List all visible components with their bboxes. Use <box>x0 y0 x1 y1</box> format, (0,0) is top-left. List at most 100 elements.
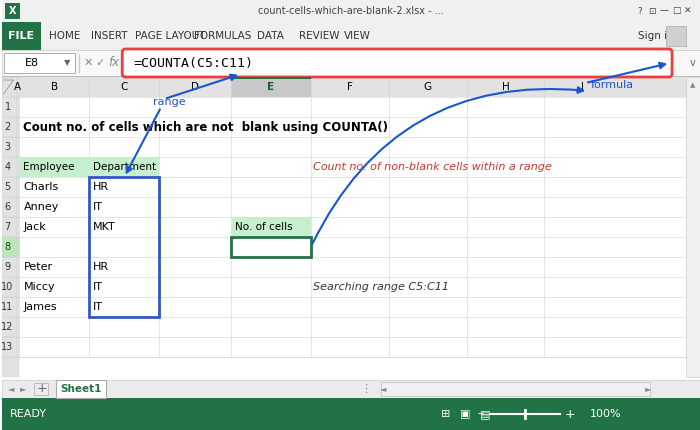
Bar <box>1 297 20 317</box>
Text: Sheet1: Sheet1 <box>61 384 102 394</box>
Bar <box>1 22 700 50</box>
Bar <box>1 77 15 97</box>
Text: E8: E8 <box>25 58 38 68</box>
Bar <box>1 237 20 257</box>
Text: HOME: HOME <box>50 31 80 41</box>
Text: –: – <box>477 408 484 421</box>
Text: ◄: ◄ <box>380 384 387 393</box>
Text: G: G <box>424 82 432 92</box>
Text: I: I <box>581 82 584 92</box>
Text: ⋮: ⋮ <box>360 384 371 394</box>
Text: ▼: ▼ <box>64 58 71 68</box>
Text: 8: 8 <box>4 242 10 252</box>
Bar <box>4 53 76 73</box>
Bar <box>1 337 20 357</box>
Text: DATA: DATA <box>257 31 284 41</box>
Text: 6: 6 <box>299 240 307 254</box>
Text: □: □ <box>672 6 680 15</box>
Text: ✕: ✕ <box>84 58 93 68</box>
Text: FORMULAS: FORMULAS <box>194 31 251 41</box>
Text: IT: IT <box>93 202 104 212</box>
Text: INSERT: INSERT <box>91 31 128 41</box>
Text: IT: IT <box>93 302 104 312</box>
Text: 6: 6 <box>4 202 10 212</box>
Text: Miccy: Miccy <box>24 282 55 292</box>
Text: range: range <box>153 97 186 107</box>
Text: formula: formula <box>590 80 634 90</box>
Text: 10: 10 <box>1 282 13 292</box>
Text: 1: 1 <box>4 102 10 112</box>
Bar <box>231 237 311 257</box>
Bar <box>1 357 20 377</box>
Text: 7: 7 <box>4 222 10 232</box>
Text: Sign in: Sign in <box>638 31 674 41</box>
Text: =COUNTA(C5:C11): =COUNTA(C5:C11) <box>133 56 253 70</box>
Text: VIEW: VIEW <box>344 31 371 41</box>
Bar <box>381 382 650 396</box>
Bar <box>1 77 700 377</box>
FancyBboxPatch shape <box>122 49 672 77</box>
Bar <box>231 77 311 97</box>
Bar <box>1 0 700 22</box>
Text: A: A <box>14 82 21 92</box>
Bar <box>1 77 700 97</box>
Text: ▤: ▤ <box>480 409 491 419</box>
Text: C: C <box>120 82 128 92</box>
Bar <box>34 383 48 395</box>
Text: READY: READY <box>10 409 46 419</box>
Text: Count no. of non-blank cells within a range: Count no. of non-blank cells within a ra… <box>313 162 552 172</box>
Text: —: — <box>659 6 668 15</box>
Text: 12: 12 <box>1 322 14 332</box>
Text: No. of cells: No. of cells <box>235 222 293 232</box>
Text: ✕: ✕ <box>685 6 692 15</box>
Text: 9: 9 <box>4 262 10 272</box>
Bar <box>1 317 20 337</box>
Bar <box>1 197 20 217</box>
Bar <box>1 398 700 430</box>
Text: ▲: ▲ <box>690 82 696 88</box>
Text: H: H <box>502 82 510 92</box>
Text: B: B <box>51 82 58 92</box>
Text: +: + <box>565 408 575 421</box>
Text: 13: 13 <box>1 342 13 352</box>
Text: IT: IT <box>93 282 104 292</box>
Bar <box>1 217 20 237</box>
Text: REVIEW: REVIEW <box>299 31 340 41</box>
Text: 100%: 100% <box>590 409 622 419</box>
Bar <box>1 237 20 257</box>
Text: X: X <box>9 6 16 16</box>
Text: 11: 11 <box>1 302 13 312</box>
Bar <box>686 77 700 377</box>
Text: fx: fx <box>108 56 119 70</box>
Bar <box>666 26 686 46</box>
Text: ◄: ◄ <box>8 384 15 393</box>
Text: 5: 5 <box>4 182 10 192</box>
Text: Peter: Peter <box>24 262 52 272</box>
Text: ✓: ✓ <box>96 58 105 68</box>
Bar <box>231 77 311 79</box>
Text: HR: HR <box>93 262 109 272</box>
Text: 4: 4 <box>4 162 10 172</box>
Text: HR: HR <box>93 182 109 192</box>
Text: count-cells-which-are-blank-2.xlsx - ...: count-cells-which-are-blank-2.xlsx - ... <box>258 6 444 16</box>
Text: v: v <box>690 58 696 68</box>
Bar <box>90 157 159 177</box>
Text: Department: Department <box>93 162 157 172</box>
Text: ►: ► <box>20 384 27 393</box>
Text: 3: 3 <box>4 142 10 152</box>
Bar <box>1 380 700 398</box>
Bar <box>1 137 20 157</box>
Text: ⊞: ⊞ <box>441 409 450 419</box>
Text: Searching range C5:C11: Searching range C5:C11 <box>313 282 449 292</box>
Bar <box>1 177 20 197</box>
Text: E: E <box>267 82 274 92</box>
Text: D: D <box>191 82 199 92</box>
Text: Charls: Charls <box>24 182 59 192</box>
Bar <box>1 50 700 51</box>
Text: F: F <box>346 82 353 92</box>
Bar <box>1 117 20 137</box>
Bar <box>231 217 311 237</box>
Text: Jack: Jack <box>24 222 46 232</box>
Bar <box>1 97 20 117</box>
Bar <box>1 76 700 77</box>
